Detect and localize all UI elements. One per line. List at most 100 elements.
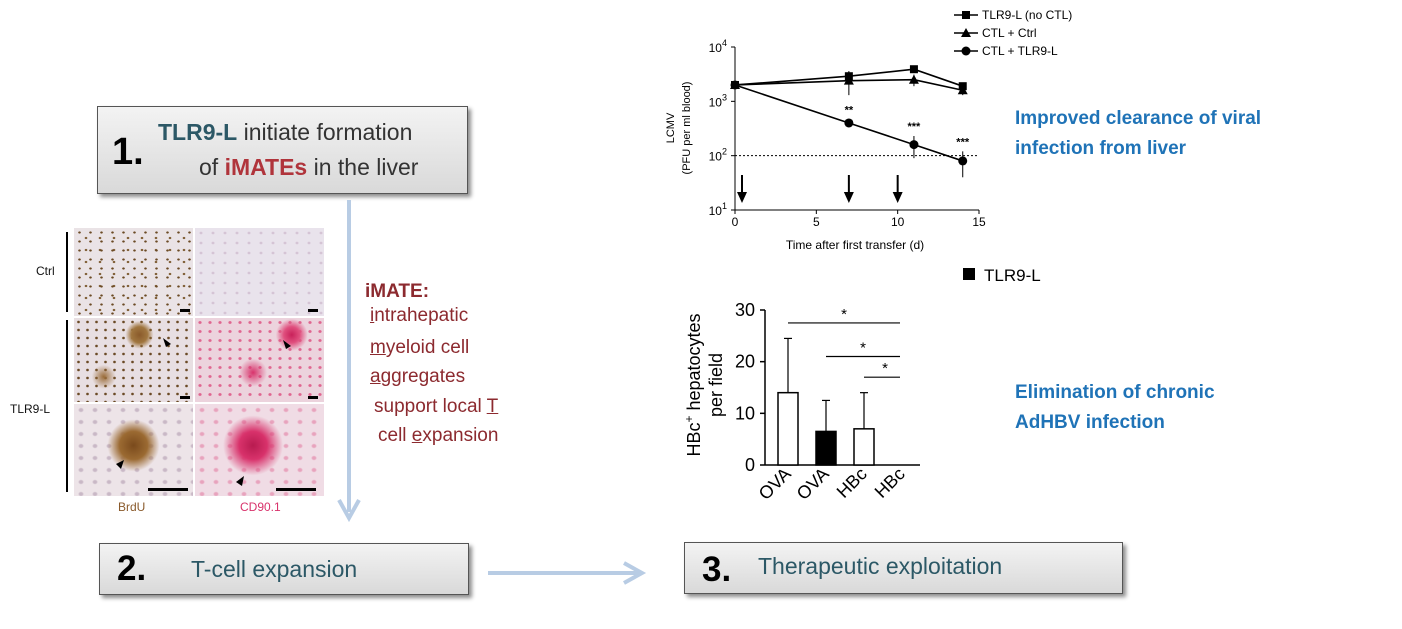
scalebar-3 — [180, 396, 190, 399]
line-chart-x-tick-label: 0 — [732, 215, 739, 229]
legend-marker-triangle — [961, 28, 971, 37]
imate-line-1: intrahepatic — [370, 305, 469, 326]
legend-marker-circle — [961, 46, 971, 56]
step3-box: 3. Therapeutic exploitation — [684, 542, 1123, 594]
scalebar-2 — [308, 309, 318, 312]
line-chart-annotation: *** — [908, 121, 922, 133]
line-chart-x-tick-label: 10 — [891, 215, 905, 229]
lcmv-line-chart: LCMV (PFU per ml blood) Time after first… — [665, 8, 1072, 252]
bar — [815, 430, 837, 466]
data-point-triangle — [843, 75, 854, 85]
series-line — [734, 78, 963, 92]
series-line — [734, 68, 963, 87]
bar — [777, 391, 799, 466]
line-chart-x-tick-label: 5 — [813, 215, 820, 229]
row-bracket-ctrl — [66, 232, 68, 312]
imate-title: iMATE: — [365, 281, 430, 302]
step1-text-a: initiate formation — [237, 119, 413, 145]
line-chart-y-tick-label: 103 — [709, 92, 727, 109]
tile-cd90-ctrl — [195, 228, 324, 316]
down-arrow — [337, 200, 361, 523]
col-label-cd90: CD90.1 — [240, 500, 281, 514]
imate-line-4: support local T — [374, 396, 499, 417]
step1-line1: TLR9-L initiate formation — [158, 119, 412, 146]
step2-box: 2. T-cell expansion — [99, 543, 469, 595]
transfer-arrowhead — [843, 192, 854, 203]
note-clearance-2: infection from liver — [1015, 138, 1187, 159]
row-label-tlr9: TLR9-L — [10, 402, 51, 416]
line-chart-xlabel: Time after first transfer (d) — [786, 238, 924, 252]
data-point-square — [909, 65, 918, 74]
bar-chart-ylabel-1: HBc+ hepatocytes — [682, 313, 704, 456]
bar-category-label: HBc — [833, 464, 871, 502]
tile-brdu-ctrl — [74, 228, 193, 316]
imate-line-5: cell expansion — [378, 425, 499, 446]
data-point-circle — [844, 118, 854, 128]
significance-star: * — [882, 360, 888, 377]
bar-legend-label: TLR9-L — [984, 266, 1041, 285]
arrowhead-2 — [283, 340, 291, 349]
line-chart-annotation: *** — [956, 136, 970, 148]
tile-cd90-tlr9-high — [195, 404, 324, 496]
note-elim-2: AdHBV infection — [1015, 412, 1165, 433]
step1-term: TLR9-L — [158, 119, 238, 145]
bar-chart-y-tick-label: 0 — [745, 455, 755, 475]
transfer-arrowhead — [737, 192, 747, 203]
step2-number: 2. — [117, 549, 147, 588]
tile-cd90-tlr9-low — [195, 318, 324, 402]
arrowhead-1 — [163, 338, 171, 347]
note-elim-1: Elimination of chronic — [1015, 382, 1215, 403]
line-chart-x-tick-label: 15 — [972, 215, 986, 229]
series-line — [734, 84, 963, 162]
line-chart-y-tick-label: 101 — [709, 201, 727, 218]
right-arrow — [488, 561, 647, 585]
data-point-triangle — [908, 74, 919, 84]
data-point-circle — [730, 80, 740, 90]
line-chart-y-tick-label: 104 — [709, 38, 727, 55]
bar-chart-y-tick-label: 30 — [735, 300, 755, 320]
row-bracket-tlr9 — [66, 320, 68, 492]
bar-category-label: OVA — [793, 464, 833, 504]
legend-label: CTL + Ctrl — [982, 26, 1037, 40]
col-label-brdu: BrdU — [118, 500, 146, 514]
step1-number: 1. — [112, 131, 144, 173]
arrowhead-3 — [116, 460, 124, 469]
micrograph-arrowheads — [116, 338, 291, 486]
step1-text-b-prefix: of — [199, 154, 225, 180]
scalebar-4 — [308, 396, 318, 399]
tile-brdu-tlr9-high — [74, 404, 193, 496]
line-chart-y-tick-label: 102 — [709, 147, 727, 164]
bar-category-label: HBc — [871, 464, 909, 502]
step1-box: 1. TLR9-L initiate formation of iMATEs i… — [97, 106, 468, 194]
step3-label: Therapeutic exploitation — [758, 553, 1003, 579]
imate-line-2: myeloid cell — [370, 337, 470, 358]
imate-line-3: aggregates — [370, 366, 466, 387]
data-point-circle — [909, 140, 919, 150]
transfer-arrowhead — [892, 192, 903, 203]
line-chart-ylabel-1: LCMV — [665, 112, 677, 143]
data-point-circle — [958, 156, 968, 166]
bar-chart-y-tick-label: 20 — [735, 352, 755, 372]
legend-marker-square — [962, 11, 970, 19]
note-clearance-1: Improved clearance of viral — [1015, 108, 1262, 129]
bar-legend-swatch — [963, 268, 975, 280]
bar-category-label: OVA — [755, 464, 795, 504]
data-point-triangle — [957, 85, 968, 95]
scalebar-1 — [180, 309, 190, 312]
step2-label: T-cell expansion — [191, 556, 358, 582]
scalebar-5 — [148, 488, 188, 491]
significance-star: * — [841, 306, 847, 323]
tile-brdu-tlr9-low — [74, 318, 193, 402]
significance-star: * — [860, 340, 866, 357]
step1-text-b-suffix: in the liver — [307, 154, 419, 180]
step1-line2: of iMATEs in the liver — [199, 154, 418, 181]
line-chart-ylabel-2: (PFU per ml blood) — [681, 82, 693, 175]
step3-number: 3. — [702, 550, 732, 589]
step1-term2: iMATEs — [224, 154, 308, 180]
row-label-ctrl: Ctrl — [36, 264, 55, 278]
hbc-bar-chart: per field TLR9-L HBc+ hepatocytes 0 10 20 30 O… — [682, 266, 1041, 504]
line-chart-annotation: ** — [845, 105, 854, 117]
bar — [853, 428, 875, 466]
arrowhead-4 — [236, 476, 244, 486]
bar-chart-ylabel-3: per field — [706, 353, 726, 417]
